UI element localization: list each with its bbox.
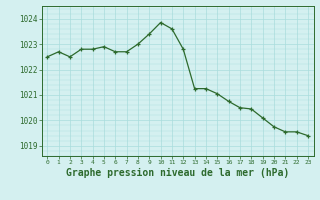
X-axis label: Graphe pression niveau de la mer (hPa): Graphe pression niveau de la mer (hPa) — [66, 168, 289, 178]
